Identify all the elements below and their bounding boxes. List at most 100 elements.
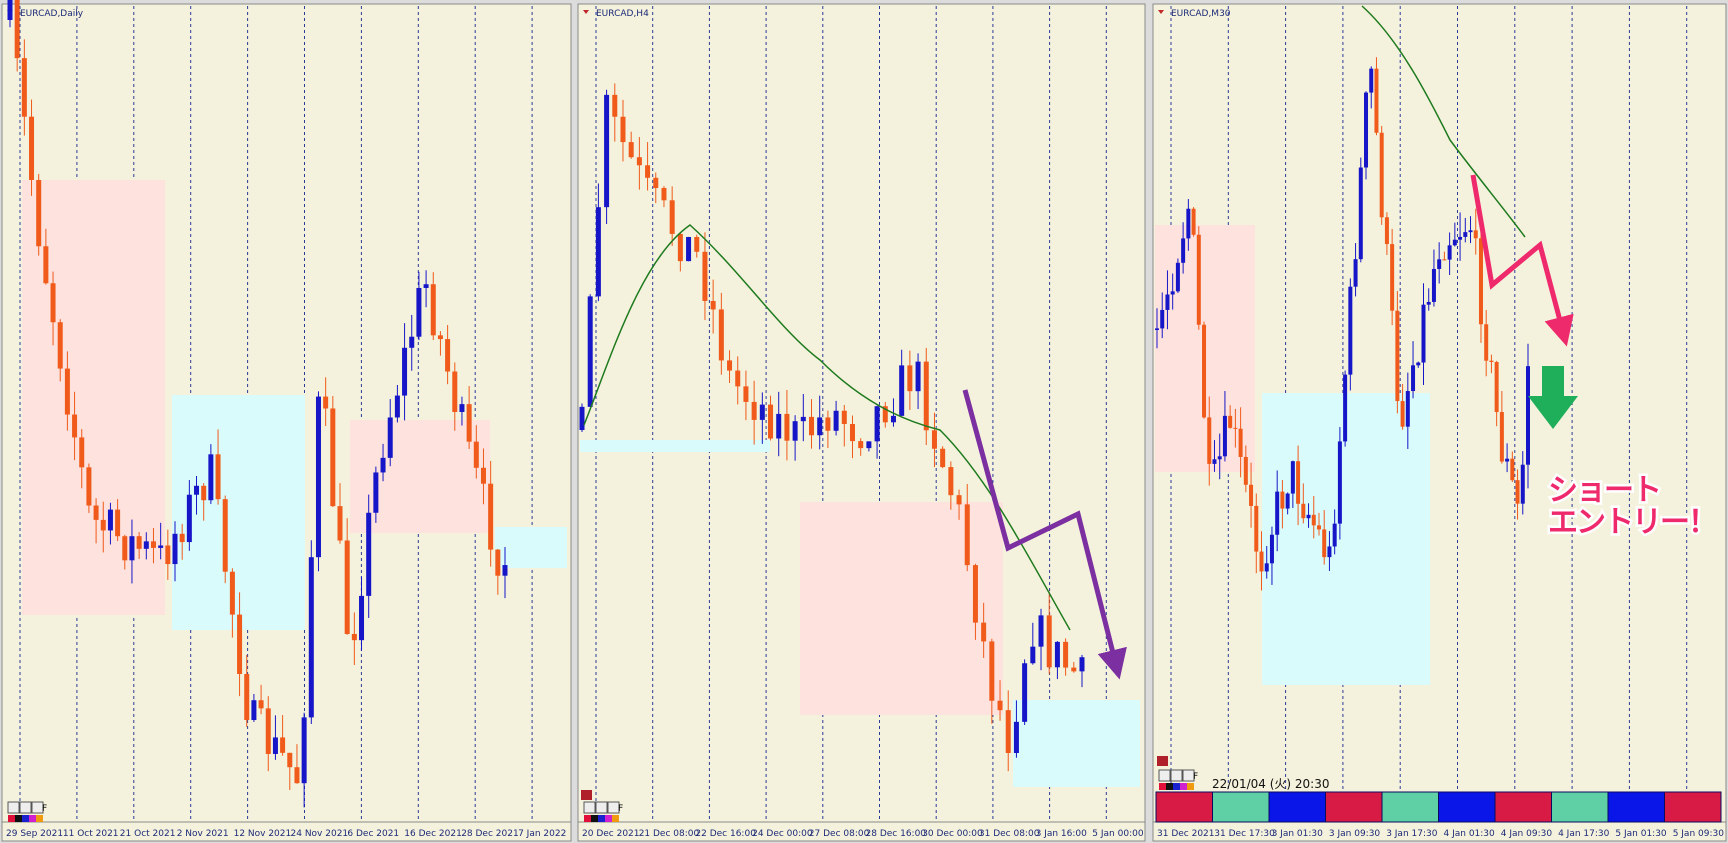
- candle-body: [1228, 415, 1233, 428]
- x-label: 28 Dec 16:00: [866, 829, 927, 839]
- candle-body: [445, 339, 451, 372]
- candle-body: [669, 200, 675, 234]
- x-label: 29 Sep 2021: [6, 829, 63, 839]
- x-label: 24 Nov 2021: [291, 829, 349, 839]
- candle-body: [1395, 310, 1400, 402]
- x-label: 5 Jan 01:30: [1615, 829, 1667, 839]
- candle-body: [1054, 641, 1060, 668]
- title-marker: [1158, 10, 1164, 14]
- candle-body: [1515, 480, 1520, 504]
- candle-body: [1458, 236, 1463, 240]
- candle-body: [287, 752, 293, 768]
- candle-body: [784, 413, 790, 441]
- candle-body: [1332, 523, 1337, 547]
- candle-body: [809, 416, 815, 436]
- session-bar: [1325, 791, 1383, 823]
- candle-body: [14, 0, 20, 59]
- toolbar-button: [7, 801, 20, 814]
- candle-body: [1259, 551, 1264, 572]
- candle-body: [866, 441, 872, 449]
- candle-body: [915, 361, 921, 392]
- session-bar: [1494, 791, 1552, 823]
- panel-title: EURCAD,H4: [596, 9, 649, 19]
- x-label: 4 Jan 01:30: [1444, 829, 1496, 839]
- candle-body: [825, 417, 831, 431]
- x-label: 3 Jan 01:30: [1272, 829, 1324, 839]
- candle-body: [57, 322, 63, 369]
- timestamp: 22/01/04 (火) 20:30: [1212, 777, 1329, 791]
- candle-body: [222, 499, 228, 572]
- candle-body: [229, 571, 235, 615]
- candle-body: [686, 236, 692, 262]
- zone: [1262, 393, 1430, 685]
- candle-body: [215, 454, 221, 500]
- candle-body: [1046, 615, 1052, 668]
- candle-body: [402, 347, 408, 396]
- candle-body: [1316, 525, 1321, 530]
- x-label: 6 Dec 2021: [347, 829, 399, 839]
- candle-body: [890, 415, 896, 423]
- candle-body: [1327, 546, 1332, 558]
- candle-body: [480, 467, 486, 484]
- candle-body: [337, 506, 343, 541]
- x-label: 4 Jan 09:30: [1501, 829, 1553, 839]
- candle-body: [251, 700, 257, 721]
- candle-body: [1202, 324, 1207, 418]
- title-marker: [583, 10, 589, 14]
- candle-body: [1306, 514, 1311, 519]
- candle-body: [272, 737, 278, 754]
- session-bar: [1212, 791, 1270, 823]
- candle-body: [107, 509, 113, 531]
- candle-body: [86, 467, 92, 506]
- panel-title: EURCAD,Daily: [20, 9, 84, 19]
- candle-body: [1217, 456, 1222, 460]
- toolbar-button: [1182, 769, 1195, 782]
- color-swatch: [1166, 783, 1173, 790]
- color-swatch: [1187, 783, 1194, 790]
- session-bar: [1551, 791, 1609, 823]
- x-label: 5 Jan 00:00: [1092, 829, 1144, 839]
- candle-body: [495, 549, 501, 576]
- candle-body: [158, 545, 164, 548]
- candle-body: [718, 309, 724, 361]
- x-label: 2 Nov 2021: [177, 829, 229, 839]
- candle-body: [380, 457, 386, 473]
- candle-body: [800, 416, 806, 422]
- candle-body: [179, 533, 185, 543]
- candle-body: [1212, 459, 1217, 464]
- candle-body: [29, 116, 35, 180]
- candle-body: [351, 633, 357, 641]
- candle-body: [931, 430, 937, 449]
- candle-body: [79, 437, 85, 468]
- candle-body: [1280, 491, 1285, 509]
- candle-body: [1358, 167, 1363, 260]
- zone: [172, 395, 305, 630]
- x-label: 4 Jan 17:30: [1558, 829, 1610, 839]
- candle-body: [759, 404, 765, 420]
- color-swatch: [1159, 783, 1166, 790]
- candle-body: [1181, 238, 1186, 263]
- candle-body: [1249, 484, 1254, 506]
- candle-body: [1290, 461, 1295, 494]
- candle-body: [1384, 217, 1389, 245]
- annotation-line: ショート: [1548, 473, 1660, 508]
- candle-body: [36, 179, 42, 247]
- candle-body: [1165, 294, 1170, 310]
- trend-arrow: [1470, 174, 1574, 347]
- toolbar-label: F: [618, 804, 623, 814]
- candle-body: [201, 485, 207, 501]
- candle-body: [964, 504, 970, 566]
- candle-body: [628, 142, 634, 158]
- x-label: 31 Dec 08:00: [979, 829, 1040, 839]
- candle-body: [330, 408, 336, 507]
- candle-body: [165, 545, 171, 565]
- x-label: 3 Jan 16:00: [1036, 829, 1088, 839]
- close-button: [581, 790, 592, 800]
- candle-body: [43, 246, 49, 284]
- candle-body: [981, 622, 987, 642]
- panel-title: EURCAD,M30: [1171, 9, 1231, 19]
- candle-body: [1311, 514, 1316, 526]
- toolbar-label: F: [1193, 772, 1198, 782]
- candle-body: [1390, 244, 1395, 311]
